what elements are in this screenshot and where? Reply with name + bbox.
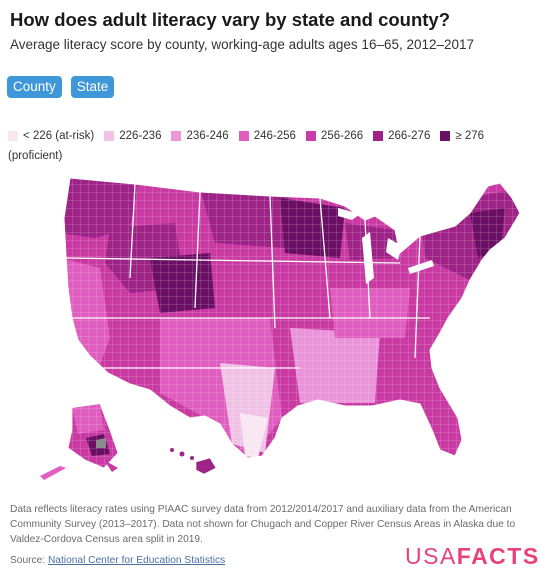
literacy-map[interactable] [0,168,540,498]
lake-michigan [362,232,374,284]
usafacts-logo: USAFACTS [405,543,540,569]
legend: < 226 (at-risk) 226-236 236-246 246-256 … [8,128,536,164]
legend-item: 256-266 [305,128,364,144]
legend-swatch [171,131,182,141]
county-toggle-button[interactable]: County [7,76,62,98]
legend-item: 226-236 [104,128,161,144]
source-line: Source: National Center for Education St… [10,553,225,568]
view-toggle: County State [7,76,115,98]
legend-label: 236-246 [186,130,229,142]
legend-item: 236-246 [171,128,229,144]
no-data-area [96,438,106,448]
alaska[interactable] [40,403,120,480]
legend-item: 266-276 [373,128,430,144]
legend-label: 246-256 [253,130,296,142]
legend-swatch [104,131,115,141]
source-link[interactable]: National Center for Education Statistics [47,555,226,566]
legend-label: ≥ 276 [455,130,485,142]
lake-huron [386,238,402,260]
legend-label: 256-266 [320,130,364,142]
legend-swatch [373,131,384,141]
hawaii[interactable] [170,448,217,475]
legend-label: 266-276 [388,130,431,142]
legend-note: (proficient) [8,150,63,162]
page-title: How does adult literacy vary by state an… [10,9,451,30]
legend-label: < 226 (at-risk) [23,130,95,142]
legend-item: ≥ 276 [440,128,484,144]
legend-swatch [440,131,451,141]
legend-label: 226-236 [119,130,162,142]
lake-erie [408,260,434,274]
state-toggle-button[interactable]: State [70,76,115,98]
legend-swatch [238,131,249,141]
legend-item: 246-256 [238,128,296,144]
legend-swatch [305,131,316,141]
page-subtitle: Average literacy score by county, workin… [10,37,475,52]
footnote: Data reflects literacy rates using PIAAC… [10,504,516,545]
lake-superior [338,208,360,220]
source-label: Source: [10,555,46,566]
aleutian-islands [40,466,66,480]
legend-swatch [8,131,18,141]
legend-item: < 226 (at-risk) [8,128,94,144]
